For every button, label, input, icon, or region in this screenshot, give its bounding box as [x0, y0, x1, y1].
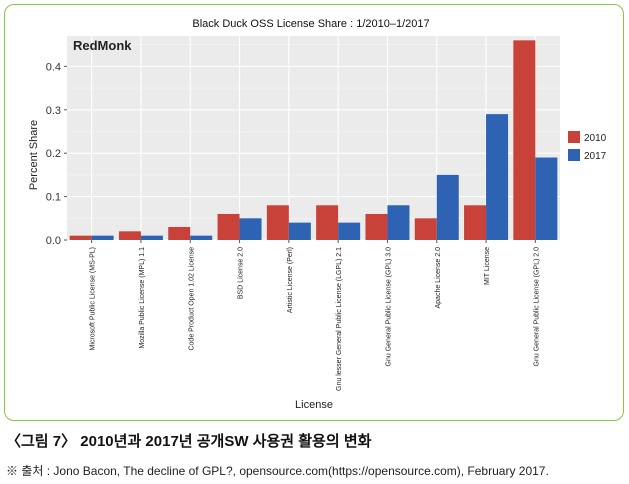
bar-2010-7 — [414, 218, 437, 240]
x-tick-label: Artistic License (Perl) — [287, 247, 294, 313]
x-tick-label: Gnu lesser General Public License (LGPL)… — [336, 247, 343, 391]
bar-2010-1 — [118, 231, 141, 240]
bar-2010-3 — [217, 213, 240, 240]
y-tick-label: 0.3 — [46, 105, 61, 117]
y-tick-label: 0.1 — [46, 192, 61, 204]
bar-2010-9 — [513, 40, 536, 241]
bar-2017-1 — [140, 235, 163, 240]
bar-2017-2 — [190, 235, 213, 240]
bar-2010-2 — [168, 226, 191, 240]
x-tick-label: Apache License 2.0 — [435, 247, 442, 309]
chart-title: Black Duck OSS License Share : 1/2010–1/… — [192, 18, 429, 30]
x-tick-label: Gnu General Public License (GPL) 3.0 — [385, 247, 392, 367]
x-axis-ticks: Microsoft Public License (MS-PL) Mozilla … — [90, 240, 540, 391]
bar-2010-4 — [266, 205, 289, 240]
bar-2017-9 — [535, 157, 558, 240]
bars — [69, 40, 558, 241]
figure-caption: 〈그림 7〉 2010년과 2017년 공개SW 사용권 활용의 변화 — [6, 433, 372, 450]
legend-swatch-2017 — [568, 149, 580, 161]
bar-2010-5 — [316, 205, 339, 240]
bar-2017-8 — [486, 114, 509, 240]
x-tick-label: BSD License 2.0 — [238, 247, 245, 299]
y-tick-label: 0.0 — [46, 235, 61, 247]
legend-swatch-2010 — [568, 131, 580, 143]
y-tick-label: 0.4 — [46, 61, 61, 73]
legend-label-2017: 2017 — [584, 151, 607, 162]
legend-label-2010: 2010 — [584, 133, 607, 144]
bar-2010-8 — [464, 205, 487, 240]
x-tick-label: Gnu General Public License (GPL) 2.0 — [533, 247, 540, 367]
bar-2017-6 — [387, 205, 410, 240]
figure-frame: Black Duck OSS License Share : 1/2010–1/… — [4, 4, 624, 421]
x-tick-label: MIT License — [484, 247, 491, 285]
x-tick-label: Code Product Open 1.02 License — [188, 247, 195, 351]
x-tick-label: Mozilla Public License (MPL) 1.1 — [139, 247, 146, 349]
bar-2017-0 — [91, 235, 114, 240]
figure-source: ※ 출처 : Jono Bacon, The decline of GPL?, … — [6, 464, 549, 478]
legend: 2010 2017 — [568, 131, 607, 162]
bar-2017-5 — [338, 222, 361, 240]
y-axis-label: Percent Share — [28, 120, 40, 190]
x-tick-label: Microsoft Public License (MS-PL) — [90, 247, 97, 350]
redmonk-watermark: RedMonk — [73, 38, 132, 53]
y-tick-label: 0.2 — [46, 148, 61, 160]
bar-2017-4 — [288, 222, 311, 240]
bar-2010-6 — [365, 213, 388, 240]
bar-2017-3 — [239, 218, 262, 240]
y-axis-ticks: 0.0 0.1 0.2 0.3 0.4 — [46, 61, 67, 247]
bar-2017-7 — [436, 174, 459, 240]
bar-2010-0 — [69, 235, 92, 240]
license-share-chart: Black Duck OSS License Share : 1/2010–1/… — [28, 18, 607, 411]
x-axis-label: License — [295, 399, 333, 411]
